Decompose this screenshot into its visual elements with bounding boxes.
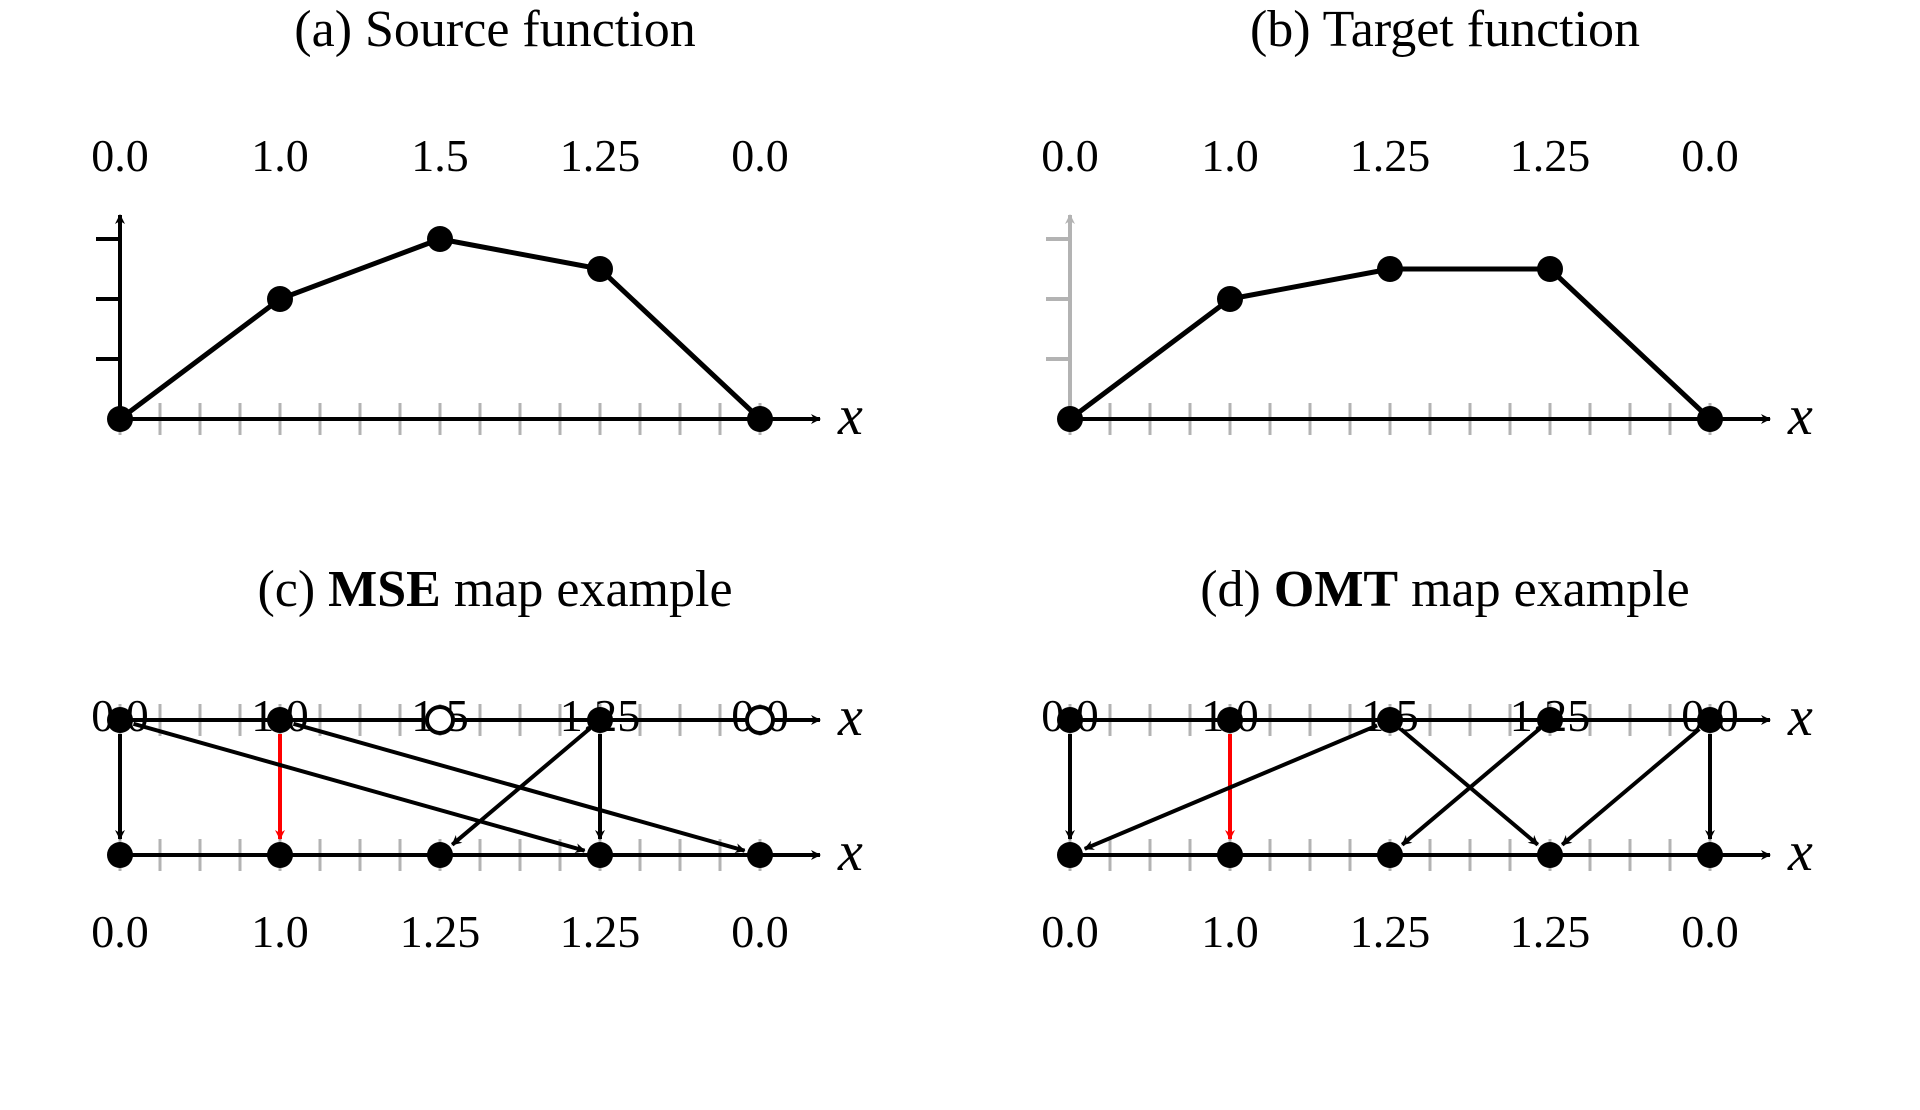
- panel-b-plot: x: [1010, 119, 1880, 469]
- value-label: 1.25: [1335, 905, 1445, 958]
- axis-label-x: x: [1787, 821, 1813, 883]
- panel-c-title: (c) MSE map example: [60, 560, 930, 619]
- panel-c-map: xx: [60, 675, 930, 905]
- axis-label-x: x: [1787, 686, 1813, 748]
- value-label: 1.25: [385, 905, 495, 958]
- axis-label-x: x: [837, 686, 863, 748]
- panel-c: (c) MSE map example0.01.01.51.250.0xx0.0…: [60, 560, 930, 949]
- panel-d: (d) OMT map example0.01.01.51.250.0xx0.0…: [1010, 560, 1880, 949]
- value-label: 1.0: [225, 905, 335, 958]
- value-label: 0.0: [1655, 905, 1765, 958]
- panel-b-title: (b) Target function: [1010, 0, 1880, 59]
- panel-a-title: (a) Source function: [60, 0, 930, 59]
- value-label: 1.25: [545, 905, 655, 958]
- value-label: 1.25: [1495, 905, 1605, 958]
- panel-b: (b) Target function0.01.01.251.250.0x: [1010, 0, 1880, 459]
- panel-d-map: xx: [1010, 675, 1880, 905]
- panel-d-bottom-values: 0.0 1.0 1.25 1.25 0.0: [1010, 905, 1830, 955]
- panel-a: (a) Source function0.01.01.51.250.0x: [60, 0, 930, 459]
- panel-c-bottom-values: 0.0 1.0 1.25 1.25 0.0: [60, 905, 880, 955]
- axis-label-x: x: [1787, 385, 1813, 447]
- value-label: 0.0: [65, 905, 175, 958]
- panel-d-title: (d) OMT map example: [1010, 560, 1880, 619]
- panel-a-plot: x: [60, 119, 930, 469]
- axis-label-x: x: [837, 385, 863, 447]
- axis-label-x: x: [837, 821, 863, 883]
- value-label: 0.0: [705, 905, 815, 958]
- value-label: 1.0: [1175, 905, 1285, 958]
- value-label: 0.0: [1015, 905, 1125, 958]
